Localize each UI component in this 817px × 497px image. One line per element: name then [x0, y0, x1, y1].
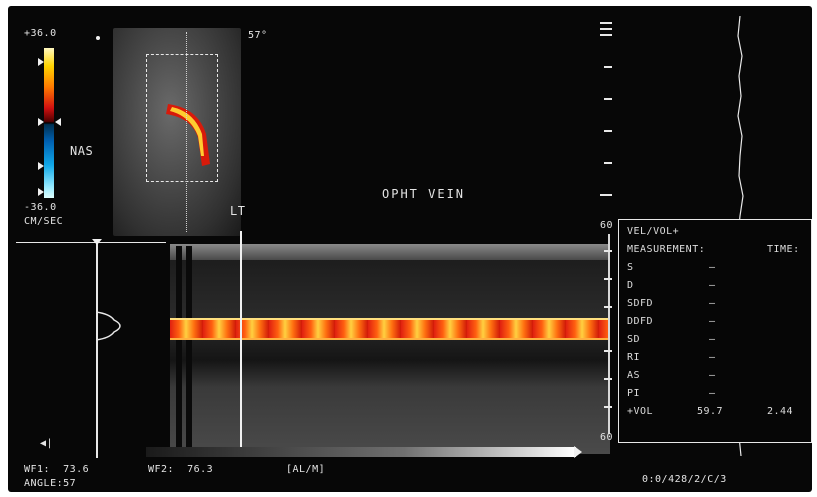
focus-dot-icon [96, 36, 100, 40]
spectrum-gap [186, 246, 192, 454]
ruler-tick [604, 162, 612, 164]
doppler-spectrum [170, 246, 610, 454]
ruler-tick [604, 306, 612, 308]
measurement-label: DDFD [627, 316, 654, 327]
settings-readout: 0:0/428/2/C/3 [642, 474, 727, 485]
spectrum-gap [176, 246, 182, 454]
color-velocity-scale [44, 48, 54, 198]
measurement-row: S – [627, 262, 811, 278]
wf2-readout: WF2: 76.3 [148, 464, 214, 475]
measurement-time: 2.44 [767, 406, 794, 417]
direction-label: NAS [70, 144, 94, 158]
ruler-tick [604, 250, 612, 252]
ultrasound-screen: +36.0 NAS -36.0 CM/SEC 57° LT OPHT VEIN … [8, 6, 812, 492]
color-flow-vessel [166, 104, 210, 166]
time-column-header: TIME: [767, 244, 800, 255]
measurement-row: D – [627, 280, 811, 296]
scale-unit: CM/SEC [24, 216, 64, 227]
measurement-label: SDFD [627, 298, 654, 309]
profile-baseline [16, 242, 166, 243]
b-mode-image [113, 28, 241, 236]
sweep-time-bar [146, 447, 576, 457]
measurement-value: – [709, 298, 716, 309]
sweep-arrow-icon [574, 446, 582, 458]
measurement-label: S [627, 262, 634, 273]
sample-volume-box[interactable] [146, 54, 218, 182]
ruler-tick [604, 350, 612, 352]
scale-marker-icon [38, 58, 44, 66]
measurement-value: – [709, 388, 716, 399]
measurement-row: +VOL 59.7 2.44 [627, 406, 811, 422]
measurement-value: – [709, 370, 716, 381]
spectrum-ruler-axis [608, 234, 610, 434]
measurement-value: – [709, 262, 716, 273]
ruler-tick [604, 278, 612, 280]
scale-bottom-value: -36.0 [24, 202, 57, 213]
scale-marker-icon [38, 188, 44, 196]
scale-marker-icon [55, 118, 61, 126]
ruler-tick [600, 28, 612, 30]
wf1-readout: WF1: 73.6 [24, 464, 90, 475]
measurement-row: SD – [627, 334, 811, 350]
measurement-label: +VOL [627, 406, 654, 417]
ruler-tick [604, 406, 612, 408]
measurement-row: DDFD – [627, 316, 811, 332]
profile-marker-icon [92, 239, 102, 245]
ruler-top-label: 60 [600, 220, 614, 231]
measurement-value: – [709, 334, 716, 345]
measurement-value: – [709, 352, 716, 363]
measurement-row: AS – [627, 370, 811, 386]
spectral-profile-curve [96, 311, 121, 341]
speaker-icon[interactable]: ◀| [40, 438, 54, 449]
measurement-row: SDFD – [627, 298, 811, 314]
mode-readout: [AL/M] [286, 464, 326, 475]
measurement-label: SD [627, 334, 641, 345]
measurement-label: RI [627, 352, 641, 363]
profile-axis [96, 242, 98, 458]
ruler-tick [600, 194, 612, 196]
scale-top-value: +36.0 [24, 28, 57, 39]
spectrum-top-band [170, 244, 610, 260]
measurement-label: D [627, 280, 634, 291]
venous-flow-band [170, 318, 610, 340]
ruler-tick [604, 130, 612, 132]
side-label: LT [230, 204, 246, 218]
measurement-value: – [709, 316, 716, 327]
ruler-tick [600, 34, 612, 36]
angle-top-label: 57° [248, 30, 268, 41]
ruler-tick [604, 378, 612, 380]
angle-readout: ANGLE:57 [24, 478, 77, 489]
measurement-header: VEL/VOL+ [627, 226, 680, 237]
scale-marker-icon [38, 162, 44, 170]
measurement-column-header: MEASUREMENT: [627, 244, 706, 255]
ruler-tick [604, 98, 612, 100]
ruler-tick [604, 66, 612, 68]
ruler-bottom-label: 60 [600, 432, 614, 443]
doppler-cursor-line[interactable] [186, 32, 187, 232]
measurement-label: AS [627, 370, 641, 381]
measurement-panel: VEL/VOL+ MEASUREMENT: TIME: S – D – SDFD… [618, 219, 812, 443]
measurement-row: PI – [627, 388, 811, 404]
measurement-value: – [709, 280, 716, 291]
measurement-label: PI [627, 388, 641, 399]
measurement-value: 59.7 [697, 406, 724, 417]
vessel-label: OPHT VEIN [382, 187, 466, 201]
measurement-row: RI – [627, 352, 811, 368]
scale-marker-icon [38, 118, 44, 126]
time-cursor-line[interactable] [240, 231, 242, 457]
ruler-tick [600, 22, 612, 24]
